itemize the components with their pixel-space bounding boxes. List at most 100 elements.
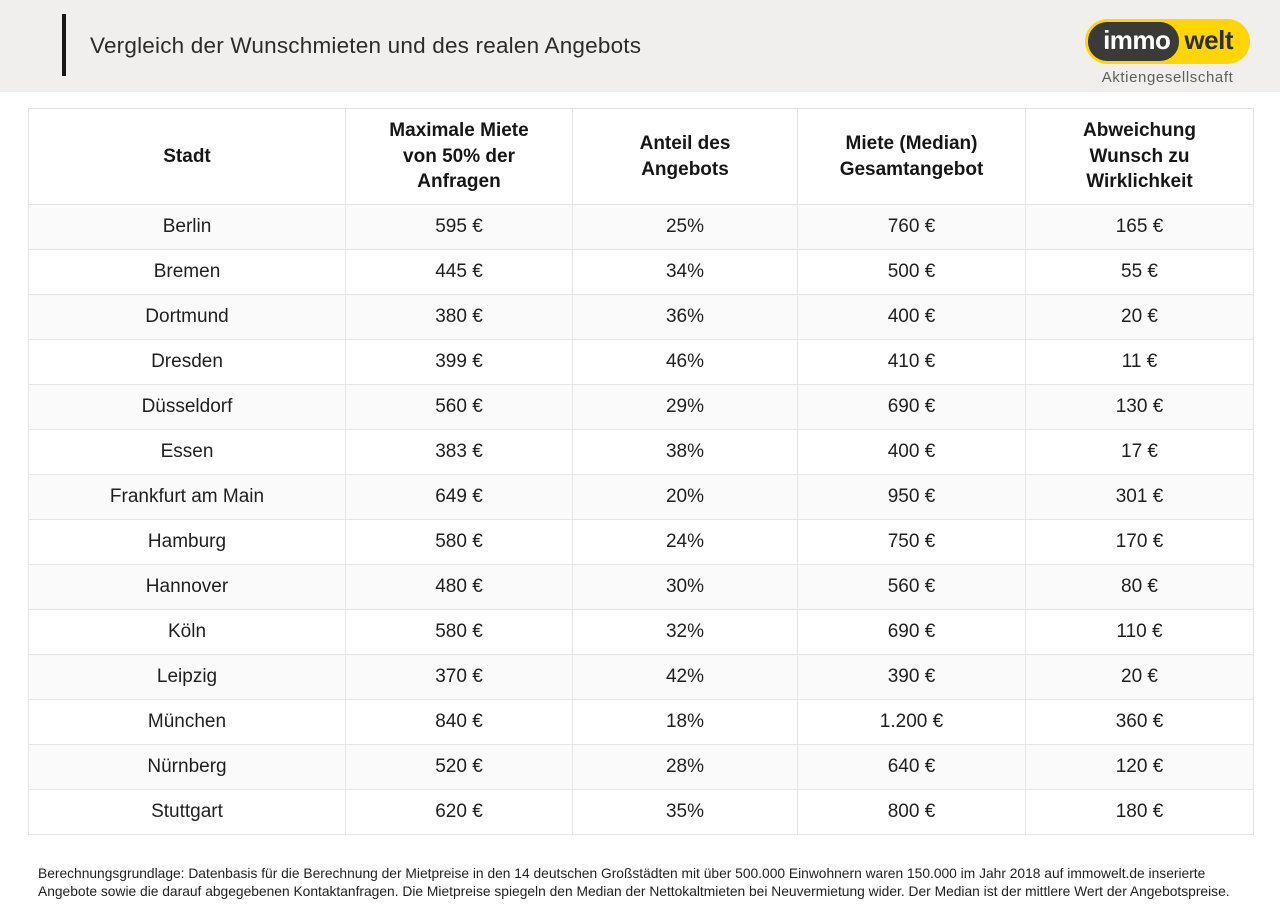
column-header: Maximale Miete von 50% der Anfragen	[345, 108, 573, 205]
table-row: Nürnberg 520 €28% 640 €120 €	[28, 744, 1254, 790]
cell: 1.200 €	[797, 699, 1026, 745]
cell: 620 €	[345, 789, 573, 835]
cell: 30%	[572, 564, 798, 610]
cell: 560 €	[345, 384, 573, 430]
cell: Dresden	[28, 339, 346, 385]
cell: 750 €	[797, 519, 1026, 565]
table-container: Stadt Maximale Miete von 50% der Anfragen…	[28, 108, 1254, 835]
cell: 165 €	[1025, 204, 1254, 250]
table-row: Leipzig 370 €42% 390 €20 €	[28, 654, 1254, 700]
cell: 46%	[572, 339, 798, 385]
page-title: Vergleich der Wunschmieten und des reale…	[90, 33, 642, 58]
table-body: Berlin 595 €25% 760 €165 € Bremen 445 €34% 50…	[28, 204, 1254, 835]
logo-subtitle: Aktiengesellschaft	[1101, 69, 1234, 86]
cell: 400 €	[797, 429, 1026, 475]
cell: Düsseldorf	[28, 384, 346, 430]
cell: 410 €	[797, 339, 1026, 385]
cell: 38%	[572, 429, 798, 475]
cell: Frankfurt am Main	[28, 474, 346, 520]
cell: 17 €	[1025, 429, 1254, 475]
cell: 360 €	[1025, 699, 1254, 745]
cell: 36%	[572, 294, 798, 340]
cell: 25%	[572, 204, 798, 250]
cell: 301 €	[1025, 474, 1254, 520]
table-row: Düsseldorf 560 €29% 690 €130 €	[28, 384, 1254, 430]
cell: 20 €	[1025, 654, 1254, 700]
accent-bar	[62, 14, 66, 76]
cell: 170 €	[1025, 519, 1254, 565]
logo-text-welt: welt	[1184, 25, 1233, 55]
footer-note: Berechnungsgrundlage: Datenbasis für die…	[38, 865, 1230, 900]
column-header: Miete (Median) Gesamtangebot	[797, 108, 1026, 205]
column-header: Abweichung Wunsch zu Wirklichkeit	[1025, 108, 1254, 205]
table-row: Hamburg 580 €24% 750 €170 €	[28, 519, 1254, 565]
cell: 120 €	[1025, 744, 1254, 790]
cell: Köln	[28, 609, 346, 655]
cell: 445 €	[345, 249, 573, 295]
table-row: Frankfurt am Main 649 €20% 950 €301 €	[28, 474, 1254, 520]
cell: 560 €	[797, 564, 1026, 610]
cell: 35%	[572, 789, 798, 835]
cell: 24%	[572, 519, 798, 565]
cell: Berlin	[28, 204, 346, 250]
cell: 640 €	[797, 744, 1026, 790]
cell: 400 €	[797, 294, 1026, 340]
cell: Nürnberg	[28, 744, 346, 790]
logo-text-immo: immo	[1088, 22, 1180, 61]
cell: 383 €	[345, 429, 573, 475]
cell: 500 €	[797, 249, 1026, 295]
header: Vergleich der Wunschmieten und des reale…	[0, 0, 1280, 92]
cell: 18%	[572, 699, 798, 745]
column-header: Stadt	[28, 108, 346, 205]
table-row: Dresden 399 €46% 410 €11 €	[28, 339, 1254, 385]
cell: 370 €	[345, 654, 573, 700]
immowelt-logo: immo welt Aktiengesellschaft	[1085, 19, 1250, 86]
cell: 20%	[572, 474, 798, 520]
cell: 580 €	[345, 609, 573, 655]
table-row: Berlin 595 €25% 760 €165 €	[28, 204, 1254, 250]
cell: 390 €	[797, 654, 1026, 700]
cell: 520 €	[345, 744, 573, 790]
cell: 42%	[572, 654, 798, 700]
cell: 649 €	[345, 474, 573, 520]
cell: Bremen	[28, 249, 346, 295]
table-row: München 840 €18% 1.200 €360 €	[28, 699, 1254, 745]
cell: 28%	[572, 744, 798, 790]
immowelt-logo-pill: immo welt	[1085, 19, 1250, 64]
cell: 34%	[572, 249, 798, 295]
cell: Hamburg	[28, 519, 346, 565]
cell: 480 €	[345, 564, 573, 610]
cell: Stuttgart	[28, 789, 346, 835]
table-row: Hannover 480 €30% 560 €80 €	[28, 564, 1254, 610]
table-row: Bremen 445 €34% 500 €55 €	[28, 249, 1254, 295]
table-row: Essen 383 €38% 400 €17 €	[28, 429, 1254, 475]
cell: 55 €	[1025, 249, 1254, 295]
cell: 29%	[572, 384, 798, 430]
cell: 595 €	[345, 204, 573, 250]
cell: 80 €	[1025, 564, 1254, 610]
cell: 130 €	[1025, 384, 1254, 430]
cell: 20 €	[1025, 294, 1254, 340]
rent-comparison-table: Stadt Maximale Miete von 50% der Anfragen…	[28, 108, 1254, 835]
cell: 32%	[572, 609, 798, 655]
table-row: Köln 580 €32% 690 €110 €	[28, 609, 1254, 655]
cell: Leipzig	[28, 654, 346, 700]
cell: Essen	[28, 429, 346, 475]
cell: 399 €	[345, 339, 573, 385]
cell: 690 €	[797, 609, 1026, 655]
cell: 760 €	[797, 204, 1026, 250]
cell: Hannover	[28, 564, 346, 610]
table-row: Dortmund 380 €36% 400 €20 €	[28, 294, 1254, 340]
cell: Dortmund	[28, 294, 346, 340]
cell: 380 €	[345, 294, 573, 340]
column-header: Anteil des Angebots	[572, 108, 798, 205]
cell: 690 €	[797, 384, 1026, 430]
cell: 840 €	[345, 699, 573, 745]
cell: 180 €	[1025, 789, 1254, 835]
cell: 950 €	[797, 474, 1026, 520]
table-header: Stadt Maximale Miete von 50% der Anfragen…	[28, 108, 1254, 205]
cell: 110 €	[1025, 609, 1254, 655]
table-header-row: Stadt Maximale Miete von 50% der Anfragen…	[28, 108, 1254, 205]
cell: 800 €	[797, 789, 1026, 835]
cell: München	[28, 699, 346, 745]
